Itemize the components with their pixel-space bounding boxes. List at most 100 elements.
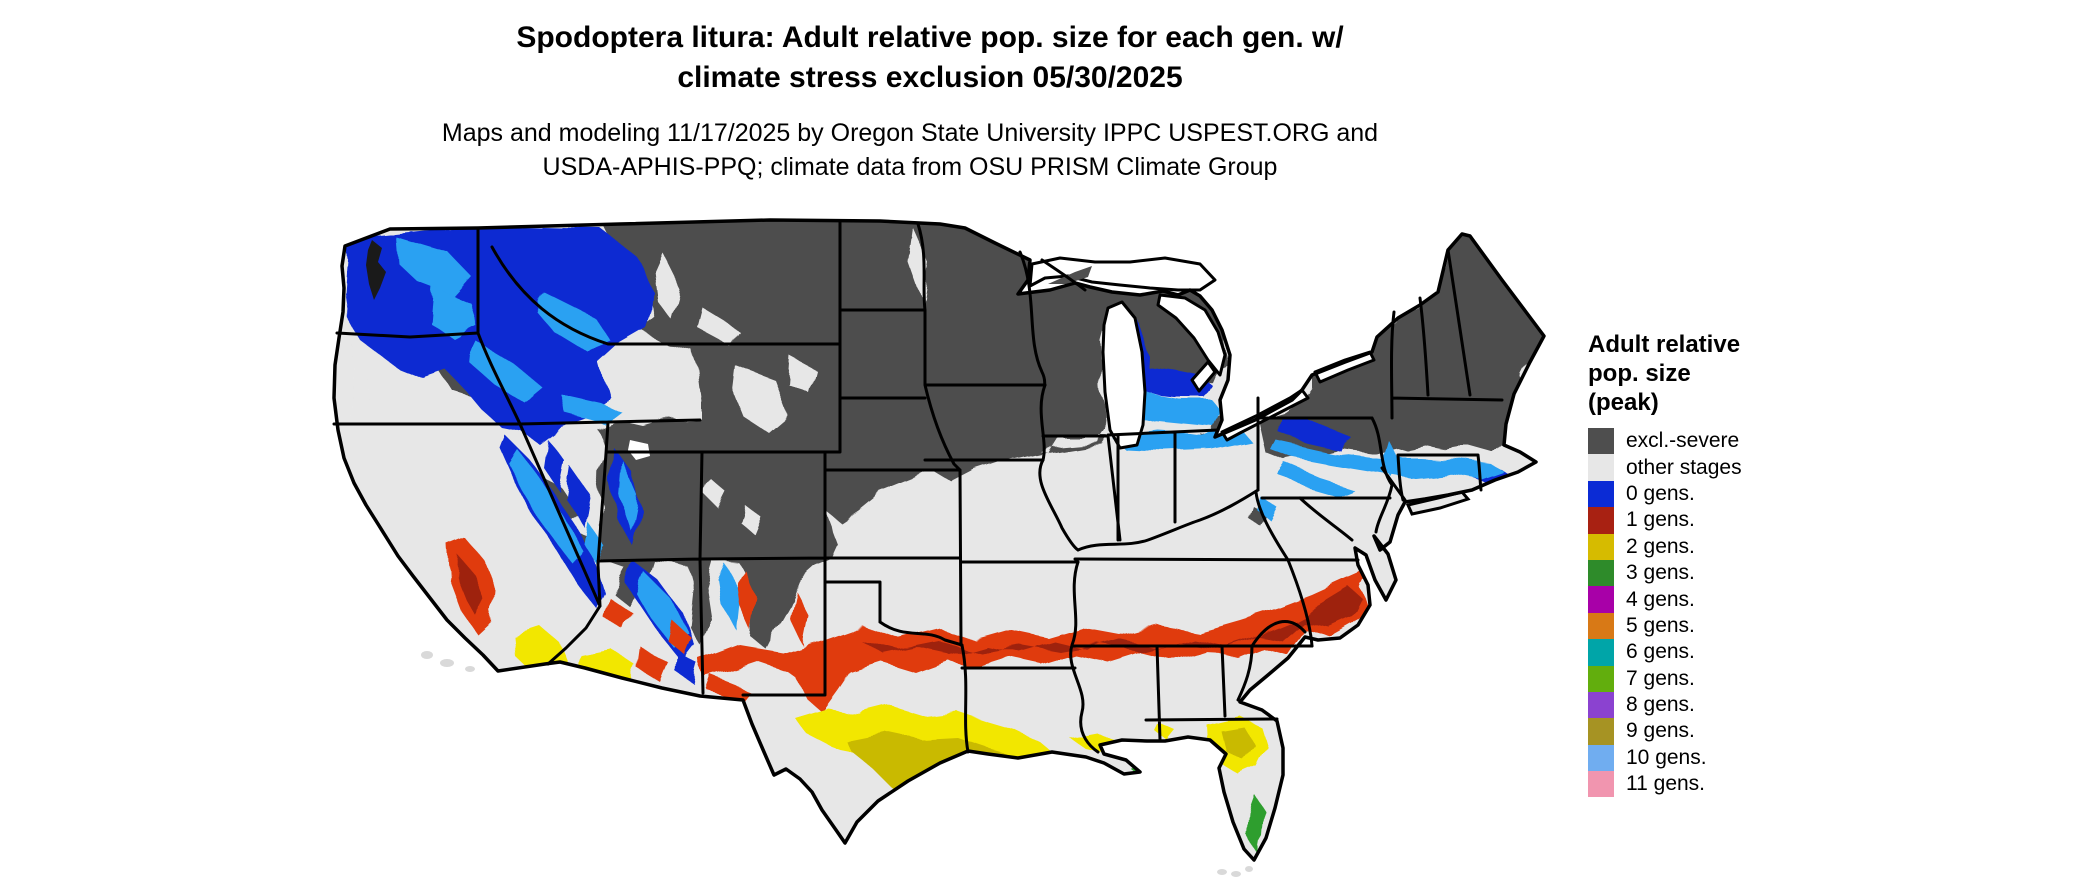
gen0l-wv-fleck [1256,496,1278,521]
gen0-mi-band [1138,366,1212,398]
legend-swatch [1588,612,1614,640]
legend-label: 0 gens. [1626,481,1695,505]
channel-island2 [440,659,454,667]
legend-label: 8 gens. [1626,693,1695,717]
gen0l-hudson [1380,438,1398,478]
gen1-az-fleck2 [637,646,668,682]
light-patch-mt-valley2 [700,310,738,345]
gen1-south-band-core [860,588,1362,655]
state-lines-east [1236,248,1504,702]
light-patch-wy-basin2 [790,358,818,396]
gen1-az-fleck1 [604,596,632,632]
legend-item: 8 gens. [1588,691,1888,719]
legend-label: 3 gens. [1626,561,1695,585]
light-patch-willamette [352,338,370,420]
light-patch-wy-basin1 [732,365,788,432]
legend-title-line1: Adult relative [1588,331,1741,358]
gen1-ca-valley-core [456,555,482,618]
gen0l-nm-sangre [717,563,742,632]
legend-swatch [1588,480,1614,508]
legend-swatch [1588,586,1614,613]
light-patch-co-park2 [704,478,726,508]
legend-rows: excl.-severe other stages 0 gens. 1 gens… [1588,428,1888,798]
map-title-line1: Spodoptera litura: Adult relative pop. s… [516,21,1344,54]
lake-superior [1028,256,1217,292]
state-borders [332,220,1504,754]
map-subtitle: Maps and modeling 11/17/2025 by Oregon S… [0,116,1820,184]
gen2-ga-coast-fleck [1276,690,1295,708]
gen3-se-florida [1247,795,1266,852]
lake-ontario [1313,350,1376,384]
legend-item: 6 gens. [1588,639,1888,666]
gen0l-cascades [395,236,470,295]
keweenaw-point [1048,266,1092,284]
legend-label: 7 gens. [1626,666,1695,690]
regions-gen1-red [448,538,1372,712]
legend-swatch [1588,428,1614,455]
gen0l-snake [560,393,622,425]
legend-label: 9 gens. [1626,719,1695,743]
legend-swatch [1588,665,1614,692]
legend-item: 1 gens. [1588,507,1888,534]
legend-label: 2 gens. [1626,534,1695,558]
state-lines-west [332,220,842,697]
gen0l-columbia [429,286,478,340]
gen1-az-fleck3 [667,620,692,655]
legend-item: 7 gens. [1588,665,1888,692]
legend-swatch [1588,507,1614,534]
state-lines-midwest [1018,250,1360,754]
gen0l-nv-sliver [584,522,606,566]
gen0l-pa-flecks [1277,463,1352,495]
florida-key3 [1245,866,1253,872]
gen1-border-strip [707,676,748,700]
gen0l-mi-cyan [1138,393,1222,428]
saginaw-bay [1190,360,1217,393]
gen0-nv-range1 [544,440,566,492]
legend-item: 9 gens. [1588,718,1888,745]
legend-label: excl.-severe [1626,429,1740,453]
light-patch-mt-valley1 [652,250,680,320]
legend-label: 6 gens. [1626,640,1695,664]
map-regions [344,220,1544,852]
legend-label: other stages [1626,455,1742,479]
legend-label: 10 gens. [1626,745,1707,769]
legend-swatch [1588,691,1614,719]
legend-swatch [1588,744,1614,772]
legend-title-line3: (peak) [1588,389,1659,416]
region-excl-wv-fleck [1248,505,1268,528]
puget-sound [366,240,386,300]
legend-swatch [1588,454,1614,481]
legend-label: 5 gens. [1626,613,1695,637]
gen2-texas-core [845,732,1012,800]
legend-item: other stages [1588,454,1888,481]
light-patch-co-park1 [740,505,762,535]
gen0-gila [676,652,700,685]
map-legend: Adult relative pop. size (peak) excl.-se… [1588,330,1888,798]
legend-swatch [1588,559,1614,587]
map-title-line2: climate stress exclusion 05/30/2025 [677,61,1183,94]
legend-item: 5 gens. [1588,612,1888,640]
gen2-florida-core [1222,728,1255,762]
channel-island3 [465,666,475,672]
map-subtitle-line1: Maps and modeling 11/17/2025 by Oregon S… [441,119,1379,147]
legend-swatch [1588,718,1614,745]
legend-title-line2: pop. size [1588,360,1691,387]
legend-item: 4 gens. [1588,586,1888,613]
great-salt-lake [628,440,650,460]
florida-key2 [1231,871,1241,877]
map-subtitle-line2: USDA-APHIS-PPQ; climate data from OSU PR… [542,153,1278,181]
gen0-nv-range2 [567,468,591,528]
region-excl-northeast [1258,234,1544,460]
region-excl-north [596,220,1228,648]
legend-item: 3 gens. [1588,559,1888,587]
legend-title: Adult relative pop. size (peak) [1588,330,1888,417]
legend-swatch [1588,533,1614,560]
regions-gen0-lightblue [395,236,1505,648]
legend-label: 1 gens. [1626,508,1695,532]
legend-item: 0 gens. [1588,480,1888,508]
state-lines-plains [823,222,1080,754]
gen1-nm-strip1 [737,570,758,632]
legend-swatch [1588,771,1614,798]
florida-key1 [1217,869,1227,875]
